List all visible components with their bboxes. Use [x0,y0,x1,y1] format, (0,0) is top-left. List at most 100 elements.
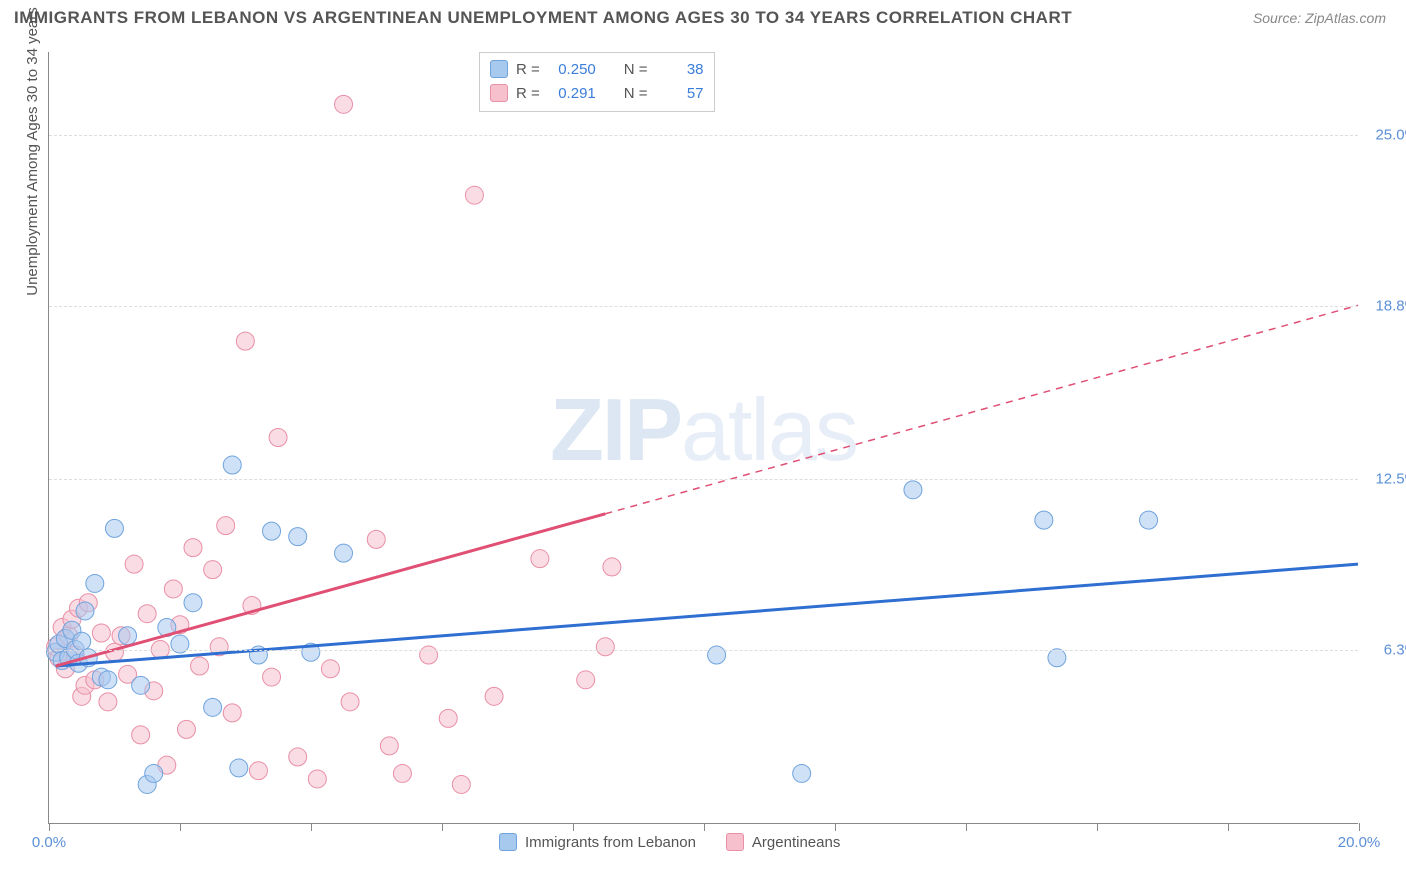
x-tick [1359,823,1360,831]
scatter-point [105,519,123,537]
scatter-point [125,555,143,573]
x-tick [49,823,50,831]
scatter-point [596,638,614,656]
source-name: ZipAtlas.com [1305,10,1386,26]
swatch-b [490,84,508,102]
scatter-point [86,574,104,592]
scatter-point [73,632,91,650]
scatter-point [1140,511,1158,529]
plot-area: ZIPatlas R = 0.250 N = 38 R = 0.291 N = … [48,52,1358,824]
legend-label-a: Immigrants from Lebanon [525,834,696,851]
legend-swatch-b [726,833,744,851]
scatter-point [217,517,235,535]
y-tick-label: 25.0% [1363,126,1406,143]
scatter-point [236,332,254,350]
legend-swatch-a [499,833,517,851]
y-axis-label: Unemployment Among Ages 30 to 34 years [24,7,41,296]
y-tick-label: 6.3% [1363,642,1406,659]
scatter-point [452,775,470,793]
stats-row-b: R = 0.291 N = 57 [490,81,704,105]
trend-line [605,305,1358,513]
scatter-point [184,539,202,557]
legend-label-b: Argentineans [752,834,840,851]
x-tick-label: 20.0% [1338,834,1381,851]
stat-r-label-b: R = [516,85,540,102]
scatter-point [465,186,483,204]
scatter-point [269,429,287,447]
x-tick [311,823,312,831]
grid-line [49,135,1358,136]
stats-row-a: R = 0.250 N = 38 [490,57,704,81]
scatter-point [177,720,195,738]
scatter-point [904,481,922,499]
scatter-point [119,627,137,645]
x-tick [835,823,836,831]
scatter-point [531,550,549,568]
x-tick [442,823,443,831]
y-tick-label: 12.5% [1363,471,1406,488]
scatter-point [289,748,307,766]
grid-line [49,479,1358,480]
scatter-point [341,693,359,711]
y-tick-label: 18.8% [1363,297,1406,314]
scatter-point [204,561,222,579]
scatter-point [367,530,385,548]
scatter-point [335,544,353,562]
scatter-point [1035,511,1053,529]
scatter-point [1048,649,1066,667]
stat-r-label-a: R = [516,61,540,78]
scatter-point [289,528,307,546]
scatter-point [164,580,182,598]
stat-n-value-a: 38 [656,61,704,78]
scatter-point [793,764,811,782]
scatter-point [99,671,117,689]
scatter-point [184,594,202,612]
source-prefix: Source: [1253,10,1305,26]
scatter-point [321,660,339,678]
x-tick [1228,823,1229,831]
stat-r-value-a: 0.250 [548,61,596,78]
scatter-point [420,646,438,664]
scatter-point [99,693,117,711]
scatter-point [393,764,411,782]
x-tick-label: 0.0% [32,834,66,851]
legend-item-b: Argentineans [726,833,840,851]
x-tick [966,823,967,831]
x-tick [573,823,574,831]
x-tick [180,823,181,831]
scatter-point [439,709,457,727]
scatter-point [308,770,326,788]
legend-item-a: Immigrants from Lebanon [499,833,696,851]
scatter-point [132,726,150,744]
stats-box: R = 0.250 N = 38 R = 0.291 N = 57 [479,52,715,112]
x-tick [1097,823,1098,831]
scatter-point [138,605,156,623]
scatter-point [76,602,94,620]
scatter-point [380,737,398,755]
scatter-point [603,558,621,576]
scatter-point [145,764,163,782]
stat-n-label-b: N = [624,85,648,102]
scatter-point [92,624,110,642]
scatter-point [204,698,222,716]
swatch-a [490,60,508,78]
chart-title: IMMIGRANTS FROM LEBANON VS ARGENTINEAN U… [14,8,1072,28]
scatter-point [335,95,353,113]
legend: Immigrants from Lebanon Argentineans [499,833,840,851]
scatter-point [263,522,281,540]
scatter-point [263,668,281,686]
scatter-point [249,762,267,780]
scatter-point [223,456,241,474]
stat-n-label-a: N = [624,61,648,78]
scatter-point [577,671,595,689]
scatter-point [230,759,248,777]
chart-svg [49,52,1358,823]
x-tick [704,823,705,831]
grid-line [49,306,1358,307]
stat-n-value-b: 57 [656,85,704,102]
scatter-point [223,704,241,722]
scatter-point [485,687,503,705]
grid-line [49,650,1358,651]
scatter-point [132,676,150,694]
scatter-point [191,657,209,675]
